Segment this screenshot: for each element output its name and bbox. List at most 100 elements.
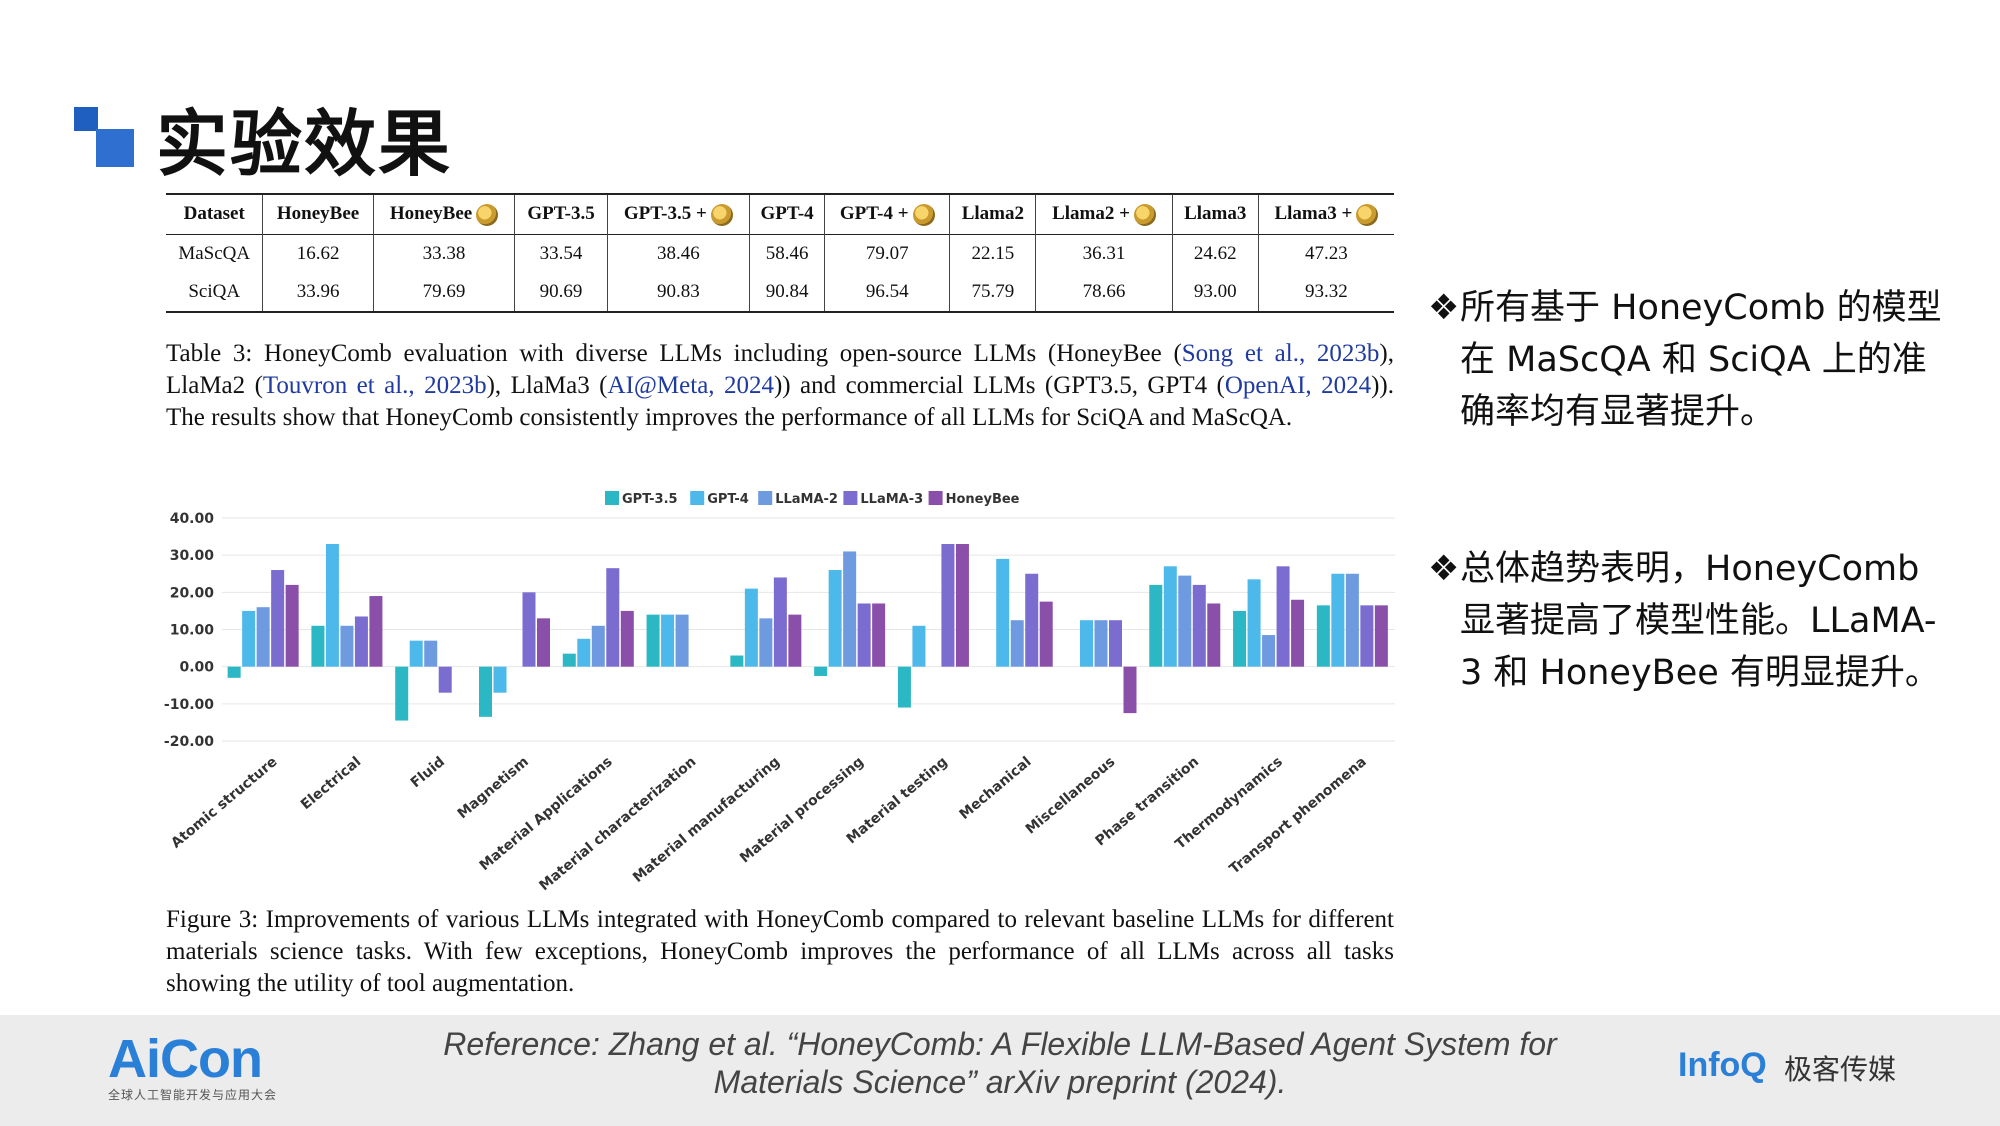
table-header-row: Dataset HoneyBee HoneyBee GPT-3.5 GPT-3.… [166,194,1394,235]
bar [1163,566,1177,667]
bar [1247,579,1261,667]
table-cell: 90.83 [606,272,750,312]
bar [325,544,339,667]
table-cell: 33.54 [514,234,608,273]
bar [537,618,550,667]
bar [646,614,660,667]
citation-link[interactable]: Song et al., 2023b [1181,340,1380,367]
y-tick-label: -20.00 [164,734,214,750]
bar [591,625,605,667]
table-header: Llama3 + [1257,194,1394,235]
diamond-bullet-icon: ❖ [1428,288,1460,328]
table-cell: 33.38 [372,234,515,273]
table-cell: 93.00 [1171,272,1259,312]
bar [675,614,689,667]
bar [955,544,969,667]
bar [1178,575,1192,667]
bar [1025,573,1039,667]
x-tick-label: Fluid [408,754,448,791]
bullet-point: ❖ 总体趋势表明，HoneyComb 显著提高了模型性能。LLaMA-3 和 H… [1428,543,1948,699]
bar [479,666,492,717]
x-tick-label: Magnetism [455,754,532,822]
bar [354,616,368,667]
table-cell: 47.23 [1257,234,1394,273]
table-header: Llama2 + [1035,194,1173,235]
bar [522,592,536,667]
table-header: GPT-3.5 [514,194,608,235]
aicon-logo: AiCon [108,1029,263,1089]
table-cell: SciQA [188,280,241,302]
table-cell: 96.54 [824,272,950,312]
table-cell: 38.46 [606,234,750,273]
bar [285,584,299,667]
bar [369,596,383,667]
bar [242,610,256,667]
bar [256,607,270,667]
table-cell: 90.69 [514,272,608,312]
x-tick-label: Mechanical [956,754,1034,823]
bar [340,625,354,667]
table-cell: 79.69 [372,272,515,312]
bar [814,666,828,676]
legend-label: GPT-3.5 [622,492,678,507]
bar [1360,605,1374,667]
bar [620,610,634,667]
bar [912,625,926,667]
bar [828,570,842,667]
y-tick-label: 30.00 [170,548,215,564]
bar [730,655,744,667]
table-header: GPT-4 + [824,194,950,235]
table-header: HoneyBee [262,194,374,235]
bar [1207,603,1221,667]
x-tick-label: Miscellaneous [1023,754,1119,838]
legend-swatch [928,491,943,505]
table-cell: 75.79 [949,272,1036,312]
citation-link[interactable]: OpenAI, 2024 [1224,372,1372,399]
x-tick-label: Electrical [298,754,364,813]
honeycomb-icon [912,203,935,226]
bar [395,666,409,721]
table-cell: 33.96 [262,272,374,312]
legend-swatch [605,491,619,505]
bar [857,603,871,667]
citation-link[interactable]: AI@Meta, 2024 [607,372,774,399]
bullet-text: 所有基于 HoneyComb 的模型在 MaScQA 和 SciQA 上的准确率… [1460,288,1942,432]
table-cell: 93.32 [1257,272,1394,312]
bar [409,640,423,667]
table-cell: 24.62 [1171,234,1259,273]
x-tick-label: Atomic structure [168,754,280,852]
bar [1233,610,1247,667]
bar [1149,584,1163,667]
y-tick-label: -10.00 [164,697,214,713]
table-header: Llama3 [1171,194,1259,235]
bar [1192,584,1206,667]
table-header: GPT-4 [749,194,825,235]
table-cell: 79.07 [824,234,950,273]
diamond-bullet-icon: ❖ [1428,549,1460,589]
legend-swatch [843,491,858,505]
bar [1094,620,1108,667]
citation-link[interactable]: Touvron et al., 2023b [262,372,487,399]
bar [1010,620,1024,667]
improvement-bar-chart: 40.00 30.00 20.00 10.00 0.00 -10.00 -20.00 Atom… [164,491,1395,894]
honeycomb-icon [710,203,733,226]
page-title: 实验效果 [156,101,453,186]
infoq-logo-cn: 极客传媒 [1784,1053,1897,1086]
table-cell: 90.84 [749,272,825,312]
table-header: Llama2 [949,194,1036,235]
table-caption: Table 3: HoneyComb evaluation with diver… [166,340,1394,431]
bar [577,638,591,667]
bar [661,614,675,667]
bar [1291,599,1305,667]
bar [1276,566,1290,667]
bar [1080,620,1093,667]
bar [897,666,911,708]
bar [788,614,802,667]
table-header: GPT-3.5 + [606,194,750,235]
legend-label: GPT-4 [707,492,749,507]
bar [424,640,438,667]
y-tick-label: 10.00 [170,623,215,639]
honeycomb-icon [1356,203,1379,226]
table-cell: 36.31 [1035,234,1173,273]
legend-label: LLaMA-3 [860,492,923,507]
